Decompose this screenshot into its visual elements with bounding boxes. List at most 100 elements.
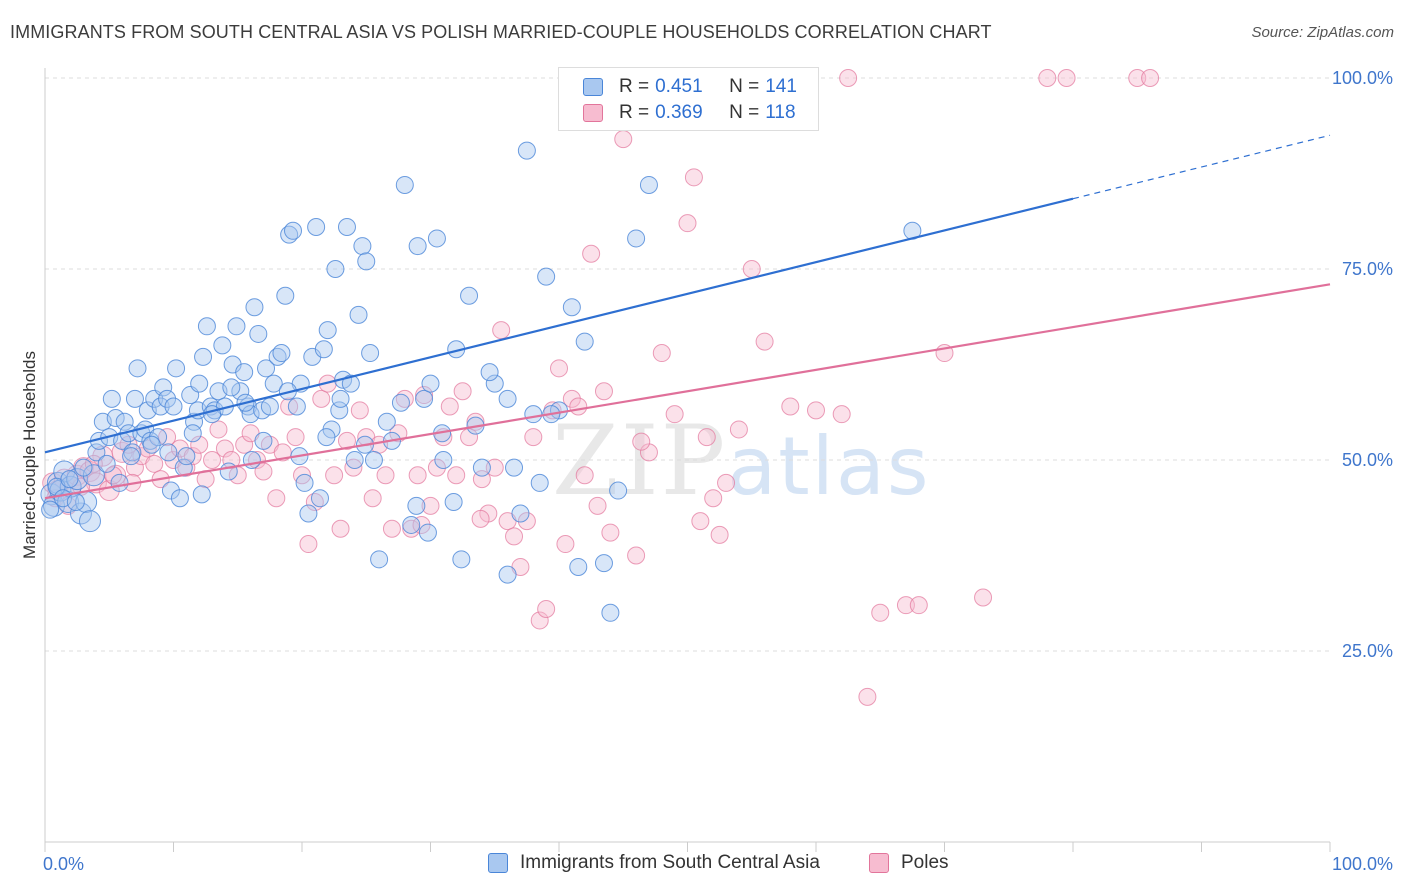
point-south-central-asia — [377, 412, 396, 431]
point-south-central-asia — [485, 374, 504, 393]
point-south-central-asia — [537, 267, 556, 286]
point-poles — [402, 519, 421, 538]
point-south-central-asia — [318, 321, 337, 340]
point-south-central-asia — [434, 451, 453, 469]
point-poles — [312, 389, 331, 408]
point-south-central-asia — [264, 374, 283, 393]
point-south-central-asia — [498, 565, 517, 584]
point-south-central-asia — [575, 332, 594, 351]
point-south-central-asia — [317, 428, 336, 447]
trend-line-extension — [1072, 134, 1331, 200]
axes — [44, 68, 1331, 852]
legend-r-label: R = — [619, 102, 650, 123]
point-south-central-asia — [326, 260, 345, 278]
point-poles — [665, 405, 684, 424]
point-poles — [575, 466, 594, 485]
point-poles — [601, 523, 620, 542]
correlation-legend: R = 0.451 N = 141 R = 0.369 N = 118 — [558, 67, 819, 131]
legend-label: Poles — [901, 852, 949, 873]
point-south-central-asia — [357, 252, 376, 271]
point-south-central-asia — [627, 229, 646, 248]
point-poles — [267, 489, 286, 508]
point-poles — [530, 611, 549, 630]
legend-swatch-pink — [583, 104, 603, 122]
point-south-central-asia — [407, 496, 426, 515]
point-poles — [440, 397, 459, 416]
point-south-central-asia — [349, 305, 368, 324]
point-poles — [471, 509, 490, 528]
legend-r-value: 0.369 — [655, 102, 703, 123]
point-south-central-asia — [337, 217, 356, 236]
point-poles — [331, 519, 350, 538]
point-south-central-asia — [102, 389, 121, 408]
watermark-atlas: atlas — [727, 420, 931, 513]
point-poles — [337, 431, 356, 450]
point-south-central-asia — [452, 550, 471, 569]
point-south-central-asia — [260, 397, 279, 416]
point-south-central-asia — [421, 374, 440, 393]
point-south-central-asia — [511, 504, 530, 523]
point-south-central-asia — [60, 470, 79, 489]
point-poles — [524, 428, 543, 447]
point-south-central-asia — [78, 510, 101, 533]
legend-n-value: 118 — [765, 102, 796, 123]
point-south-central-asia — [299, 504, 318, 523]
point-south-central-asia — [444, 493, 463, 512]
point-poles — [710, 525, 729, 544]
point-south-central-asia — [524, 405, 543, 424]
legend-swatch-pink — [869, 853, 889, 873]
point-south-central-asia — [391, 393, 410, 412]
point-poles — [697, 428, 716, 447]
point-poles — [639, 443, 658, 462]
point-south-central-asia — [427, 229, 446, 248]
point-poles — [684, 168, 703, 187]
point-south-central-asia — [530, 473, 549, 492]
point-poles — [350, 401, 369, 420]
point-south-central-asia — [154, 378, 173, 397]
legend-row-blue: R = 0.451 N = 141 — [583, 75, 797, 99]
tick-labels: 25.0% 50.0% 75.0% 100.0% 0.0% 100.0% — [43, 68, 1393, 874]
point-south-central-asia — [254, 431, 273, 450]
point-south-central-asia — [402, 515, 421, 534]
point-south-central-asia — [295, 473, 314, 492]
point-south-central-asia — [480, 363, 499, 382]
legend-item-poles: Poles — [869, 852, 949, 874]
point-poles — [627, 546, 646, 565]
legend-label: Immigrants from South Central Asia — [520, 852, 820, 873]
legend-r-value: 0.451 — [655, 76, 703, 97]
point-poles — [1057, 69, 1076, 87]
point-south-central-asia — [272, 344, 291, 363]
point-poles — [871, 603, 890, 622]
point-south-central-asia — [115, 412, 134, 431]
legend-n-label: N = — [729, 102, 760, 123]
point-south-central-asia — [287, 397, 306, 416]
point-south-central-asia — [122, 447, 141, 466]
point-poles — [704, 489, 723, 508]
point-south-central-asia — [158, 389, 177, 408]
point-south-central-asia — [192, 485, 211, 504]
point-poles — [858, 687, 877, 706]
point-south-central-asia — [609, 481, 628, 500]
chart-title: IMMIGRANTS FROM SOUTH CENTRAL ASIA VS PO… — [10, 22, 992, 42]
point-poles — [909, 596, 928, 615]
point-south-central-asia — [408, 237, 427, 256]
point-poles — [755, 332, 774, 351]
point-poles — [556, 535, 575, 554]
point-south-central-asia — [242, 451, 261, 469]
point-poles — [896, 596, 915, 615]
point-south-central-asia — [245, 298, 264, 317]
point-south-central-asia — [310, 489, 329, 508]
point-south-central-asia — [231, 382, 250, 401]
point-poles — [190, 435, 209, 454]
point-poles — [632, 432, 651, 451]
point-poles — [421, 496, 440, 515]
point-poles — [742, 260, 761, 278]
point-south-central-asia — [194, 347, 213, 366]
point-poles — [363, 489, 382, 508]
point-south-central-asia — [370, 550, 389, 569]
point-south-central-asia — [235, 363, 254, 382]
point-poles — [562, 389, 581, 408]
point-south-central-asia — [517, 141, 536, 160]
point-poles — [408, 466, 427, 485]
